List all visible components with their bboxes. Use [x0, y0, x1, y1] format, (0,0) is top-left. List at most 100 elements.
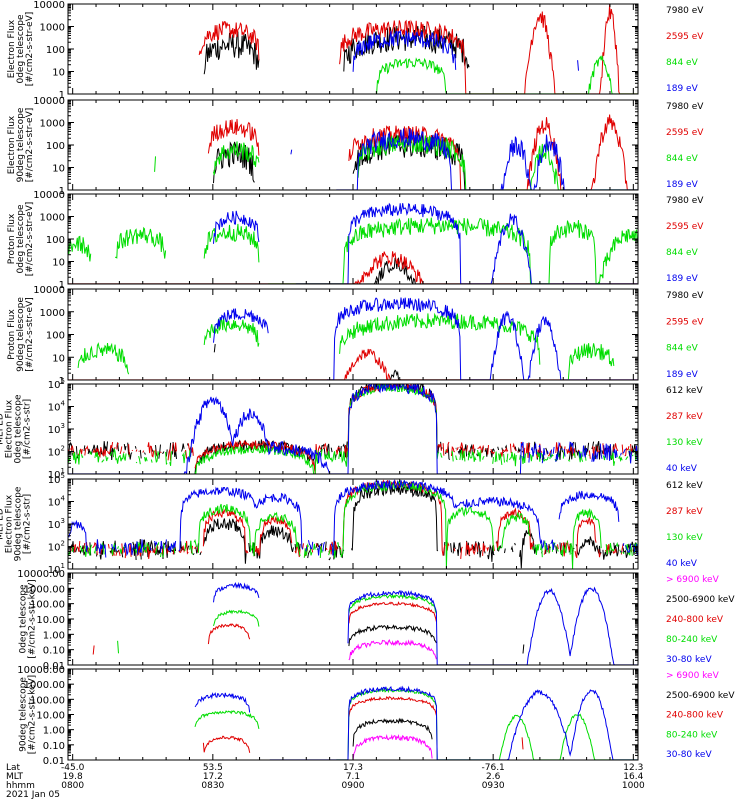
panel-5: 101 102 103 104 105 MEPED Electron Flux 0deg te… [0, 377, 703, 481]
panel-1-plot-area [198, 4, 638, 94]
y-axis-label-line: 90deg telescope [14, 486, 24, 561]
x-tick-hhmm: 0800 [61, 781, 84, 791]
x-tick-mlt: 19.8 [63, 772, 83, 782]
y-tick-label: 1000 [40, 119, 65, 130]
series-line-blue [213, 202, 638, 284]
panel-2: 1 10 100 1000 10000 Electron Flux 90deg telesc… [7, 96, 704, 197]
y-axis-label-line: [#/cm2-s-str-keV] [28, 675, 38, 754]
x-tick-hhmm: 1000 [622, 781, 645, 791]
legend-label: 7980 eV [666, 291, 704, 301]
y-tick-label: 101 [48, 467, 65, 481]
y-axis-label-line: MEPED [0, 508, 6, 540]
x-tick-mlt: 2.6 [486, 772, 501, 782]
series-line-green [194, 687, 638, 760]
y-tick-label: 100.00 [30, 600, 65, 611]
y-tick-label: 100 [46, 235, 65, 246]
legend-label: 844 eV [666, 344, 699, 354]
legend-label: 2595 eV [666, 222, 704, 232]
series-line-green [68, 217, 638, 284]
y-axis-label-line: [#/cm2-s-str-eV] [25, 12, 35, 87]
y-tick-label: 10.00 [36, 615, 65, 626]
legend-label: 130 keV [666, 438, 703, 448]
series-line-black [69, 481, 638, 569]
x-tick-lat: -76.1 [482, 763, 505, 773]
y-tick-label: 10.00 [36, 711, 65, 722]
y-axis-label-line: [#/cm2-s-str-eV] [25, 297, 35, 372]
y-tick-label: 10 [52, 68, 65, 79]
y-tick-label: 102 [48, 540, 65, 554]
legend-label: 612 keV [666, 481, 703, 491]
y-tick-label: 10000 [33, 96, 65, 107]
y-axis-label-line: [#/cm2-s-str-eV] [25, 108, 35, 183]
x-tick-mlt: 7.1 [346, 772, 360, 782]
series-line-blue [213, 297, 638, 380]
series-line-red [198, 4, 638, 94]
series-line-green [68, 480, 638, 569]
y-tick-label: 0.01 [43, 661, 65, 672]
y-tick-label: 10000 [33, 285, 65, 296]
x-tick-lat: 17.3 [343, 763, 363, 773]
y-tick-label: 1000.00 [24, 584, 65, 595]
legend-label: 612 keV [666, 386, 703, 396]
panel-5-plot-area [68, 384, 638, 474]
legend-label: 2595 eV [666, 128, 704, 138]
x-tick-hhmm: 0830 [201, 781, 224, 791]
legend-label: > 6900 keV [666, 671, 720, 681]
legend-label: 844 eV [666, 248, 699, 258]
y-tick-label: 10000 [33, 0, 65, 11]
series-line-blue [68, 384, 638, 474]
series-line-red [207, 114, 638, 190]
y-tick-label: 102 [48, 445, 65, 459]
x-tick-hhmm: 0900 [342, 781, 365, 791]
y-tick-label: 1 [59, 280, 65, 291]
y-tick-label: 1000 [40, 213, 65, 224]
legend-label: 189 eV [666, 274, 699, 284]
y-tick-label: 103 [48, 422, 65, 436]
legend-label: 7980 eV [666, 196, 704, 206]
y-tick-label: 100 [46, 45, 65, 56]
y-tick-label: 1 [59, 186, 65, 197]
series-line-blue [213, 581, 638, 665]
series-line-green [78, 313, 617, 379]
legend-label: 189 eV [666, 84, 699, 94]
y-axis-label-line: 0deg telescope [14, 394, 24, 464]
y-tick-label: 100.00 [30, 695, 65, 706]
panel-3-plot-area [68, 202, 638, 284]
date-label: 2021 Jan 05 [6, 790, 60, 800]
panel-2-plot-area [154, 114, 638, 190]
panel-7-plot-area [93, 581, 638, 665]
y-tick-label: 1 [59, 90, 65, 101]
series-line-green [376, 55, 638, 94]
x-tick-lat: 12.3 [623, 763, 643, 773]
y-axis-label-line: Proton Flux [7, 309, 17, 360]
legend-label: 40 keV [666, 559, 698, 569]
y-tick-label: 103 [48, 517, 65, 531]
series-line-red [203, 697, 617, 753]
y-tick-label: 100 [46, 141, 65, 152]
x-row-label: MLT [6, 772, 24, 782]
legend-label: > 6900 keV [666, 575, 720, 585]
x-row-label: hhmm [6, 781, 35, 791]
y-axis-label-line: 90deg telescope [16, 297, 26, 372]
y-tick-label: 1000 [40, 308, 65, 319]
panel-6: 101 102 103 104 105 MEPED Electron Flux 90deg t… [0, 472, 703, 576]
y-tick-label: 10 [52, 164, 65, 175]
panel-frame [67, 3, 639, 95]
legend-label: 7980 eV [666, 102, 704, 112]
series-line-black [349, 625, 632, 653]
y-axis-label-line: [#/cm2-s-str] [23, 399, 33, 459]
series-line-green [154, 135, 638, 190]
y-axis-label-line: 90deg telescope [19, 677, 29, 752]
y-tick-label: 10000 [33, 190, 65, 201]
y-axis-label-line: Proton Flux [7, 213, 17, 264]
x-tick-mlt: 16.4 [623, 772, 643, 782]
y-axis-label-line: Electron Flux [7, 115, 17, 174]
legend-label: 844 eV [666, 58, 699, 68]
y-tick-label: 0.10 [43, 741, 65, 752]
y-tick-label: 105 [48, 472, 65, 486]
x-tick-lat: 53.5 [203, 763, 223, 773]
panel-1: 1 10 100 1000 10000 Electron Flux 0deg telesco… [7, 0, 704, 101]
legend-label: 844 eV [666, 154, 699, 164]
legend-label: 7980 eV [666, 6, 704, 16]
